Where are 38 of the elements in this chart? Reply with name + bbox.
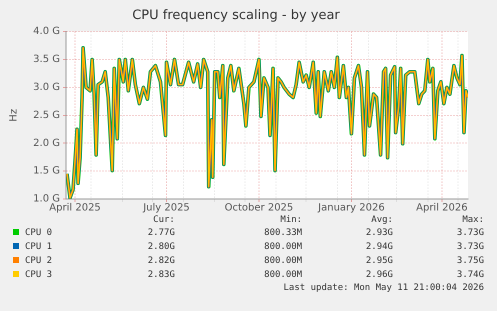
y-tick-label: 4.0 G	[33, 26, 60, 38]
text: 800.00M	[263, 269, 302, 282]
text: 2.82G	[146, 255, 175, 268]
text: 2.77G	[146, 227, 175, 240]
text: 2.94G	[364, 241, 393, 254]
text: 2.96G	[364, 269, 393, 282]
text: Min:	[279, 214, 302, 226]
legend-label: CPU 1	[25, 242, 52, 252]
text: 3.74G	[456, 269, 484, 282]
text: 2.95G	[364, 255, 393, 268]
text: 800.00M	[263, 255, 302, 268]
text: Cur:	[152, 214, 175, 226]
text: 2.93G	[364, 227, 393, 240]
text: 800.33M	[263, 227, 302, 240]
text: Max:	[461, 214, 484, 226]
text: 2.83G	[146, 269, 175, 282]
y-tick-label: 3.0 G	[33, 82, 60, 93]
legend-label: CPU 0	[25, 228, 52, 238]
x-tick-label: April 2026	[416, 202, 468, 214]
text: 3.73G	[456, 241, 484, 254]
y-tick-label: 1.5 G	[33, 166, 60, 177]
text: 2.80G	[146, 241, 175, 254]
y-tick-label: 2.0 G	[33, 138, 60, 149]
legend-label: CPU 2	[25, 256, 52, 266]
legend-label: CPU 3	[25, 270, 52, 280]
chart-title: CPU frequency scaling - by year	[132, 8, 340, 24]
y-tick-label: 2.5 G	[33, 110, 60, 121]
x-tick-label: July 2025	[142, 202, 190, 214]
x-tick-label: October 2025	[224, 202, 294, 214]
x-tick-label: January 2026	[317, 202, 385, 214]
text: 3.73G	[456, 227, 484, 240]
y-tick-label: 3.5 G	[33, 54, 60, 66]
x-tick-label: April 2025	[49, 202, 101, 214]
text: 3.75G	[456, 255, 484, 268]
text: 800.00M	[263, 241, 302, 254]
text: Avg:	[370, 214, 393, 226]
text: Last update: Mon May 11 21:00:04 2026	[282, 282, 484, 294]
y-axis-title: Hz	[8, 108, 20, 122]
